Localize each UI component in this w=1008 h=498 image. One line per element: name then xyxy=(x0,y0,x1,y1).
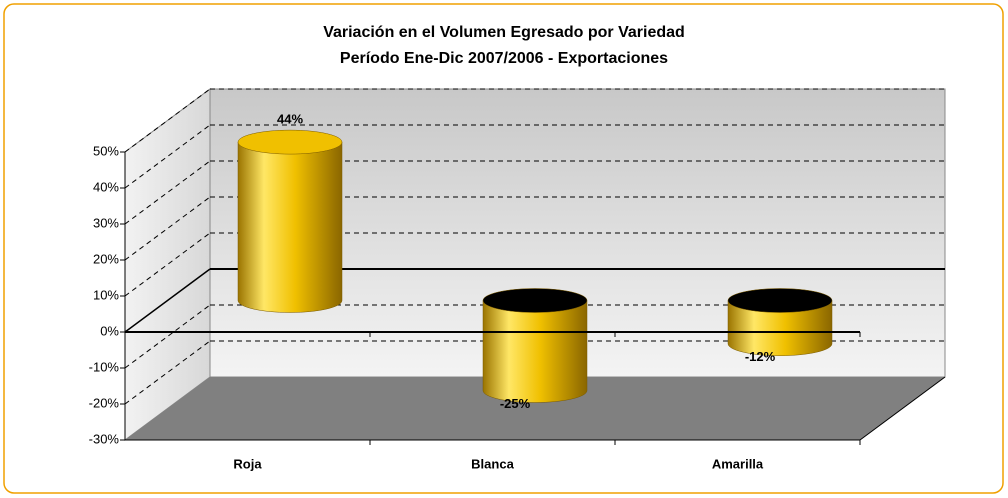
y-tick-label: 10% xyxy=(93,287,119,302)
y-tick-label: 30% xyxy=(93,215,119,230)
value-label: -25% xyxy=(500,396,531,411)
chart-title: Variación en el Volumen Egresado por Var… xyxy=(323,24,685,41)
cylinder-body xyxy=(727,300,833,356)
cylinder-body xyxy=(237,141,343,313)
y-tick-label: -20% xyxy=(89,395,120,410)
cylinder-top xyxy=(237,129,343,155)
floor-edge xyxy=(859,376,946,441)
cylinder-top xyxy=(727,288,833,313)
y-tick-label: 40% xyxy=(93,179,119,194)
cylinder-body xyxy=(482,300,588,403)
y-tick-label: -10% xyxy=(89,359,120,374)
x-tick-label: Amarilla xyxy=(712,456,764,471)
x-tick-label: Blanca xyxy=(471,456,514,471)
value-label: 44% xyxy=(277,112,303,127)
y-tick-label: 50% xyxy=(93,143,119,158)
x-tick-label: Roja xyxy=(233,456,262,471)
value-label: -12% xyxy=(745,349,776,364)
cylinder-top xyxy=(482,288,588,313)
y-tick-label: 20% xyxy=(93,251,119,266)
y-tick-label: 0% xyxy=(100,323,119,338)
zero-line-back xyxy=(124,268,211,333)
y-tick-label: -30% xyxy=(89,431,120,446)
floor xyxy=(125,377,945,440)
chart-subtitle: Período Ene-Dic 2007/2006 - Exportacione… xyxy=(340,50,668,67)
